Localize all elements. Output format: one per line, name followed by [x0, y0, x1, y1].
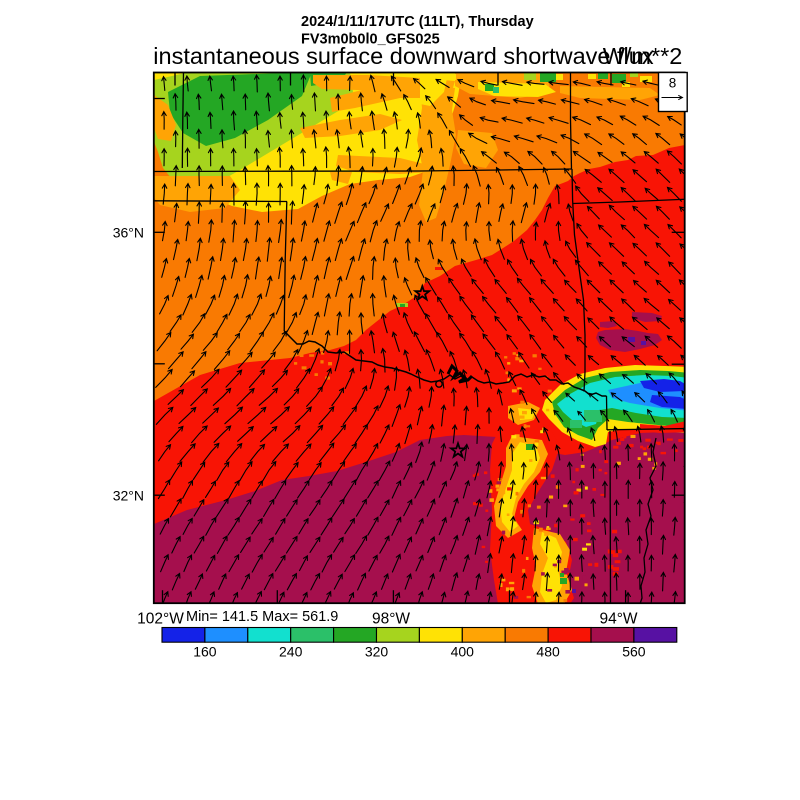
svg-text:98°W: 98°W [372, 611, 410, 628]
svg-text:400: 400 [451, 644, 475, 660]
svg-text:102°W: 102°W [137, 611, 184, 628]
svg-text:160: 160 [193, 644, 217, 660]
svg-text:94°W: 94°W [599, 611, 637, 628]
svg-text:FV3m0b0l0_GFS025: FV3m0b0l0_GFS025 [301, 32, 440, 48]
svg-text:W/m**2: W/m**2 [603, 43, 683, 69]
svg-text:240: 240 [279, 644, 303, 660]
svg-text:560: 560 [622, 644, 646, 660]
svg-text:320: 320 [365, 644, 389, 660]
svg-text:36°N: 36°N [113, 225, 144, 241]
svg-text:Min= 141.5 Max= 561.9: Min= 141.5 Max= 561.9 [186, 609, 338, 625]
svg-text:8: 8 [669, 76, 677, 91]
svg-text:480: 480 [536, 644, 560, 660]
svg-text:2024/1/11/17UTC (11LT), Thursd: 2024/1/11/17UTC (11LT), Thursday [301, 14, 534, 30]
svg-text:instantaneous surface downward: instantaneous surface downward shortwave… [153, 43, 654, 69]
svg-text:32°N: 32°N [113, 488, 144, 504]
